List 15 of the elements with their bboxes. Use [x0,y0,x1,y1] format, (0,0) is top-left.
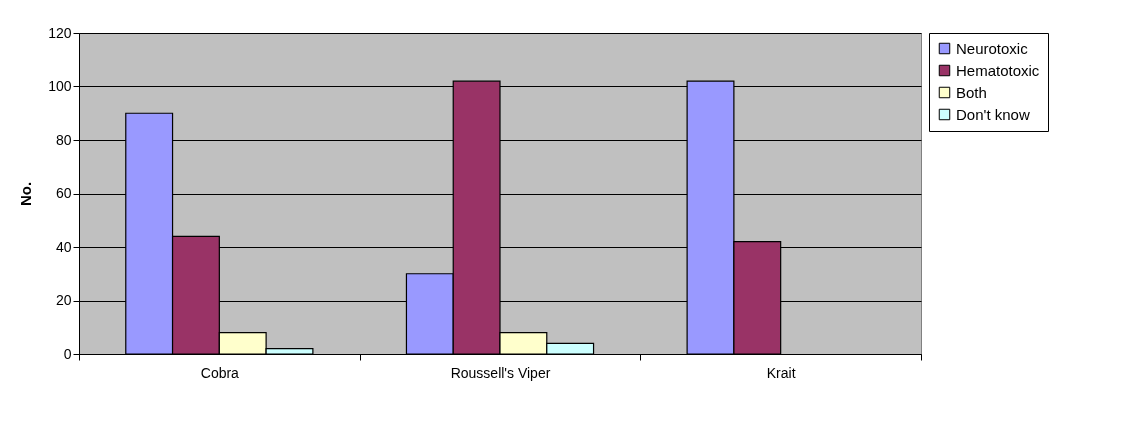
y-tick-label: 40 [55,238,72,255]
y-tick-label: 60 [55,185,72,201]
legend-label: Hematotoxic [956,61,1040,79]
y-tick-label: 80 [55,131,72,148]
x-tick-label: Cobra [200,364,240,381]
legend-label: Don't know [956,105,1030,123]
y-tick-label: 100 [48,78,72,94]
legend-label: Both [956,83,987,101]
x-tick-label: Roussell's Viper [450,364,551,381]
y-tick-label: 0 [63,345,72,362]
legend-label: Neurotoxic [956,39,1029,57]
y-tick-label: 120 [48,24,72,41]
y-axis-title: No. [17,181,35,207]
y-tick-label: 20 [55,292,72,308]
x-tick-label: Krait [766,364,796,381]
